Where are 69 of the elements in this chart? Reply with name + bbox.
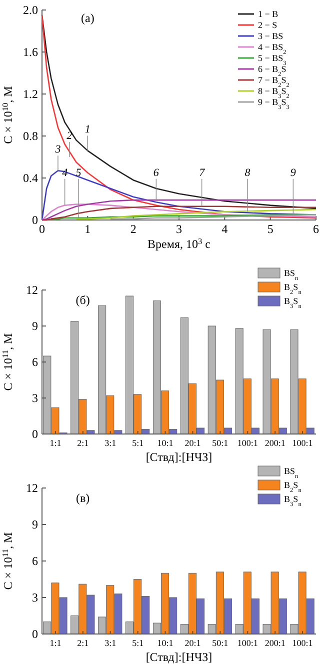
x-tick-label: 100:1 bbox=[292, 638, 313, 648]
annotation: 7 bbox=[199, 166, 206, 179]
x-tick-label: 100:1 bbox=[237, 438, 258, 448]
x-tick-label: 50:1 bbox=[212, 638, 228, 648]
x-tick-label: 2:1 bbox=[77, 438, 89, 448]
x-tick-label: 1 bbox=[84, 222, 91, 236]
legend-label: 8 − B$_{3}$S$_{2}$ bbox=[258, 86, 290, 100]
x-tick-label: 3:1 bbox=[104, 638, 116, 648]
chart-title: (в) bbox=[76, 491, 90, 505]
annotation: 1 bbox=[84, 124, 90, 136]
annotation: 8 bbox=[244, 166, 251, 179]
y-tick-label: 3 bbox=[32, 391, 38, 406]
x-tick-label: 10:1 bbox=[157, 438, 174, 448]
x-axis-title: Время, 10$^{3}$ с bbox=[148, 236, 210, 251]
x-tick-label: 200:1 bbox=[264, 438, 286, 448]
x-tick-label: 4 bbox=[222, 222, 228, 236]
y-tick-label: 2.0 bbox=[23, 3, 38, 18]
x-tick-label: 20:1 bbox=[184, 638, 201, 648]
legend-label: BS$_{n}$ bbox=[284, 268, 300, 282]
annotation: 2 bbox=[66, 130, 73, 142]
legend-label: B$_{2}$S$_{n}$ bbox=[284, 282, 302, 296]
x-axis-title: [Ствд]:[НЧЗ] bbox=[146, 650, 212, 664]
x-tick-label: 5 bbox=[267, 222, 274, 236]
annotation: 3 bbox=[54, 144, 62, 156]
annotation: 5 bbox=[76, 166, 82, 179]
x-tick-label: 1:1 bbox=[50, 638, 62, 648]
chart-title: (б) bbox=[76, 293, 90, 307]
legend-label: 7 − B$_{2}$S$_{2}$ bbox=[258, 75, 290, 89]
x-tick-label: 200:1 bbox=[264, 638, 286, 648]
x-axis-title: [Ствд]:[НЧЗ] bbox=[146, 450, 212, 464]
x-tick-label: 5:1 bbox=[132, 438, 144, 448]
x-tick-label: 20:1 bbox=[184, 438, 201, 448]
legend-label: B$_{2}$S$_{n}$ bbox=[284, 480, 302, 494]
x-tick-label: 1:1 bbox=[50, 438, 62, 448]
annotation: 9 bbox=[290, 166, 296, 179]
y-tick-label: 6 bbox=[32, 355, 38, 370]
x-tick-label: 2:1 bbox=[77, 638, 89, 648]
y-tick-label: 12 bbox=[26, 283, 38, 298]
y-tick-label: 3 bbox=[32, 590, 38, 605]
legend-label: BS$_{n}$ bbox=[284, 466, 300, 480]
legend-label: B$_{3}$S$_{n}$ bbox=[284, 494, 302, 508]
x-tick-label: 100:1 bbox=[292, 438, 313, 448]
legend-label: 2 − S bbox=[258, 20, 278, 30]
legend-label: 3 − BS bbox=[258, 31, 284, 42]
legend-label: B$_{3}$S$_{n}$ bbox=[284, 296, 302, 310]
line-series bbox=[76, 208, 317, 220]
x-tick-label: 3:1 bbox=[104, 438, 116, 448]
x-tick-label: 10:1 bbox=[157, 638, 174, 648]
legend-label: 1 − B bbox=[258, 9, 278, 20]
x-tick-label: 50:1 bbox=[212, 438, 228, 448]
x-tick-label: 100:1 bbox=[237, 638, 258, 648]
y-tick-label: 1.6 bbox=[23, 45, 38, 60]
x-tick-label: 2 bbox=[130, 222, 136, 236]
legend-label: 4 − BS$_{2}$ bbox=[258, 42, 286, 56]
y-tick-label: 0.8 bbox=[23, 129, 38, 144]
x-tick-label: 5:1 bbox=[132, 638, 144, 648]
y-tick-label: 12 bbox=[26, 481, 38, 496]
annotation: 6 bbox=[153, 166, 160, 179]
legend-label: 9 − B$_{3}$S$_{3}$ bbox=[258, 97, 290, 111]
legend-label: 5 − BS$_{3}$ bbox=[258, 53, 286, 67]
y-tick-label: 0.4 bbox=[23, 171, 38, 186]
x-tick-label: 3 bbox=[176, 222, 182, 236]
y-tick-label: 9 bbox=[32, 319, 38, 334]
chart-title: (a) bbox=[81, 11, 94, 25]
legend-label: 6 − B$_{2}$S bbox=[258, 64, 286, 78]
y-tick-label: 1.2 bbox=[23, 87, 38, 102]
x-tick-label: 6 bbox=[313, 222, 319, 236]
y-tick-label: 9 bbox=[32, 518, 38, 532]
y-tick-label: 6 bbox=[32, 554, 38, 568]
